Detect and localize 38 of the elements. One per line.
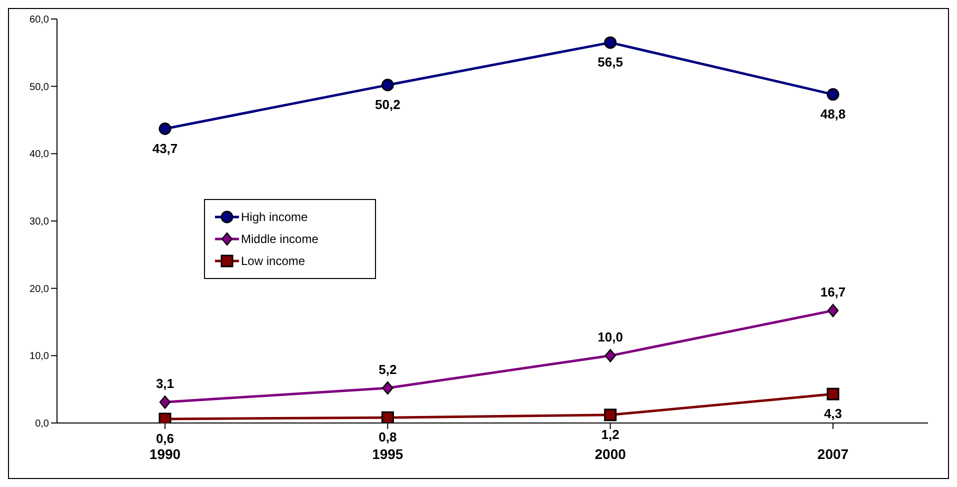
point <box>826 388 840 400</box>
point <box>604 349 616 362</box>
legend-label: Low income <box>241 254 306 268</box>
data-label: 43,7 <box>152 140 178 156</box>
data-label: 48,8 <box>820 106 846 122</box>
data-label: 56,5 <box>598 54 623 70</box>
y-tick-label: 10,0 <box>30 351 50 362</box>
y-tick-label: 0,0 <box>35 418 50 430</box>
data-label: 16,7 <box>820 284 846 300</box>
legend-label: Middle income <box>241 232 318 246</box>
point <box>826 88 840 101</box>
point <box>382 381 394 395</box>
point <box>381 78 394 92</box>
data-label: 0,8 <box>378 430 397 445</box>
x-tick-label: 1990 <box>149 446 181 462</box>
y-tick-label: 50,0 <box>30 82 50 93</box>
y-tick-label: 20,0 <box>30 284 50 295</box>
x-tick-label: 2000 <box>594 446 626 462</box>
y-tick-label: 30,0 <box>30 216 50 228</box>
point <box>604 36 617 49</box>
point <box>381 411 394 423</box>
y-tick-label: 40,0 <box>30 149 50 160</box>
data-label: 5,2 <box>378 362 397 377</box>
point <box>827 304 839 318</box>
x-tick-label: 1995 <box>372 446 404 462</box>
point <box>159 396 171 409</box>
data-label: 0,6 <box>156 430 174 446</box>
data-label: 3,1 <box>156 376 174 392</box>
data-label: 1,2 <box>601 426 620 442</box>
y-tick-label: 60,0 <box>30 14 50 26</box>
point <box>604 408 617 422</box>
legend-label: High income <box>241 210 308 224</box>
data-label: 50,2 <box>375 96 400 112</box>
data-label: 10,0 <box>598 330 623 345</box>
point <box>158 122 172 136</box>
data-label: 4,3 <box>824 406 842 422</box>
x-tick-label: 2007 <box>817 446 849 462</box>
point <box>158 412 172 423</box>
